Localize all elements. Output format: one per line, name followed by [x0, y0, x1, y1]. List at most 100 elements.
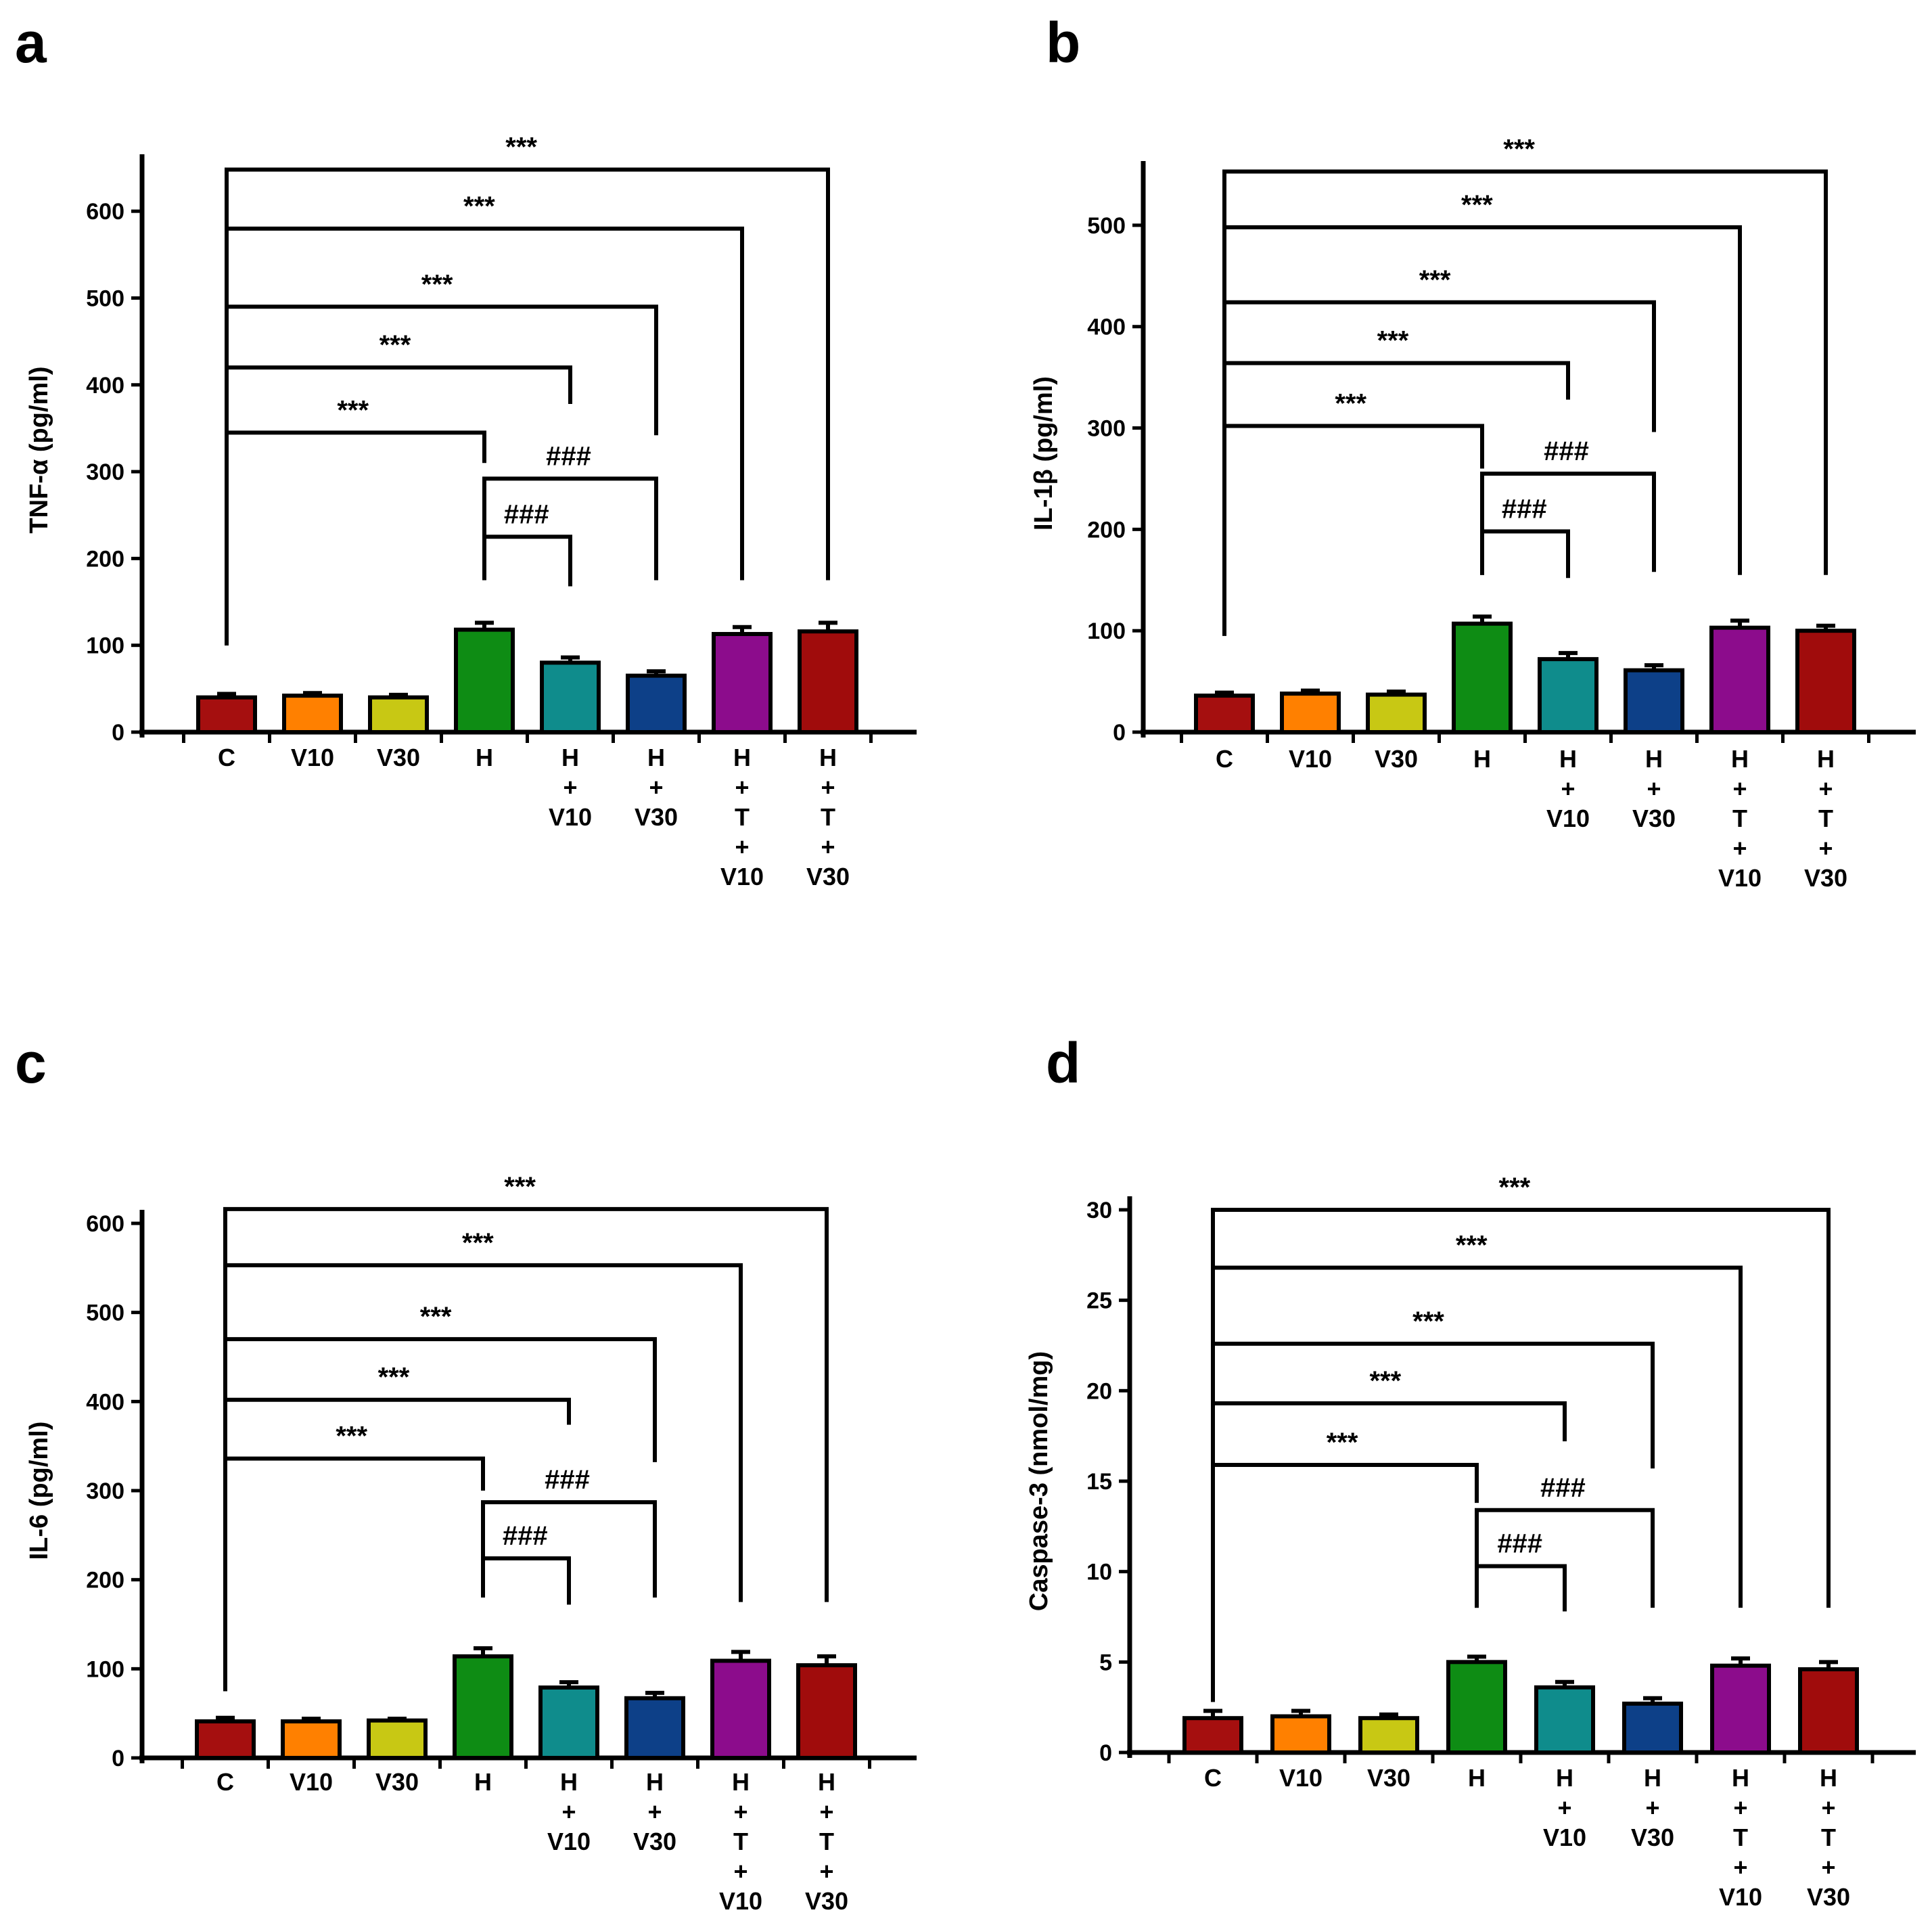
category-label-line: V30: [1375, 745, 1418, 773]
category-label: V30: [377, 744, 420, 771]
significance-bracket: [225, 304, 658, 646]
panel-a: a 0 100 200 300 400 500 600 TNF-α (pg/ml) C V10 V3…: [15, 11, 917, 890]
y-tick-label: 500: [1087, 213, 1126, 239]
bar-H-T-V30: [1795, 629, 1856, 734]
bar-H-T-V10: [1710, 1663, 1771, 1755]
category-label-line: +: [819, 1798, 833, 1826]
category-label: C: [1216, 745, 1233, 773]
bar-V10: [281, 1719, 342, 1760]
bar-H-T-V10: [710, 1658, 771, 1761]
significance-label: ***: [505, 133, 537, 162]
category-label-line: V10: [291, 744, 334, 771]
significance-bracket: [1222, 169, 1828, 636]
category-label-line: V30: [1367, 1764, 1410, 1792]
category-label: H + V10: [549, 744, 592, 831]
category-label-line: H: [818, 1768, 835, 1796]
y-tick-label: 300: [1087, 416, 1126, 442]
category-label-line: V30: [377, 744, 420, 771]
category-label: H + T + V30: [806, 744, 850, 890]
significance-bracket: [223, 1456, 485, 1692]
category-label-line: V30: [1804, 864, 1847, 892]
significance-bracket: [1480, 471, 1656, 575]
y-axis-label: TNF-α (pg/ml): [25, 366, 53, 533]
category-label: H + V10: [1546, 745, 1590, 832]
category-label-line: V10: [1279, 1764, 1322, 1792]
category-label-line: H: [1556, 1764, 1573, 1792]
category-label-line: T: [735, 803, 750, 831]
significance-bracket: [225, 430, 486, 646]
y-tick-label: 600: [86, 199, 124, 225]
category-label: H + T + V10: [720, 744, 764, 890]
category-label-line: +: [1732, 834, 1747, 862]
category-label-line: T: [1821, 1824, 1836, 1851]
category-label-line: H: [1731, 745, 1749, 773]
significance-label: ***: [380, 330, 411, 360]
y-tick-label: 5: [1099, 1650, 1112, 1675]
category-label-line: +: [819, 1857, 833, 1885]
category-label-line: +: [1821, 1853, 1835, 1881]
category-label-line: V30: [806, 863, 850, 890]
category-label-line: +: [733, 1798, 748, 1826]
y-tick-label: 400: [86, 1389, 124, 1415]
bar-H-V10: [1538, 657, 1598, 735]
category-label-line: C: [216, 1768, 234, 1796]
y-tick-label: 100: [1087, 618, 1126, 644]
bar-H-V10: [1534, 1685, 1595, 1755]
bar-H-V30: [624, 1696, 685, 1761]
significance-label: ***: [1461, 190, 1493, 220]
bar-H-T-V10: [712, 632, 773, 735]
bar-H: [1452, 621, 1513, 734]
category-label-line: H: [474, 1768, 492, 1796]
bar-H-T-V30: [1798, 1667, 1859, 1755]
category-label-line: +: [1818, 775, 1833, 802]
significance-label: ***: [378, 1363, 410, 1393]
significance-bracket: [1475, 1508, 1655, 1608]
category-label-line: T: [819, 1828, 834, 1855]
significance-label: ***: [1503, 135, 1535, 164]
category-label-line: H: [1468, 1764, 1486, 1792]
category-label-line: +: [1647, 775, 1661, 802]
y-axis-label: Caspase-3 (nmol/mg): [1025, 1351, 1053, 1611]
significance-label: ***: [462, 1228, 494, 1258]
category-label-line: +: [733, 1857, 748, 1885]
significance-bracket: [1211, 1462, 1479, 1702]
category-label-line: V30: [1807, 1883, 1850, 1911]
y-tick-label: 10: [1086, 1560, 1112, 1585]
category-label-line: H: [1473, 745, 1491, 773]
bar-V10: [282, 694, 343, 734]
category-label: H + T + V10: [1718, 745, 1762, 892]
significance-label: ***: [1327, 1428, 1358, 1457]
significance-label: ###: [546, 441, 591, 471]
category-label-line: V10: [1546, 805, 1590, 832]
category-label-line: +: [649, 773, 663, 801]
category-label: C: [1204, 1764, 1222, 1792]
category-label: V30: [375, 1768, 419, 1796]
y-tick-label: 300: [86, 459, 124, 485]
category-label: H: [1473, 745, 1491, 773]
category-label-line: V10: [1289, 745, 1332, 773]
y-tick-label: 100: [86, 1656, 124, 1682]
category-label-line: H: [1732, 1764, 1749, 1792]
y-tick-label: 15: [1086, 1469, 1112, 1495]
panel-letter: c: [15, 1031, 47, 1095]
significance-bracket: [1211, 1208, 1831, 1702]
category-label: V10: [1289, 745, 1332, 773]
category-label-line: +: [561, 1798, 576, 1826]
significance-bracket: [1211, 1341, 1655, 1702]
significance-bracket: [223, 1337, 657, 1692]
significance-bracket: [481, 1556, 571, 1605]
category-label: H: [1468, 1764, 1486, 1792]
significance-label: ###: [545, 1465, 590, 1495]
category-label-line: +: [1645, 1794, 1659, 1822]
significance-label: ***: [337, 395, 369, 425]
significance-label: ***: [1377, 326, 1409, 356]
bar-H-T-V10: [1709, 625, 1770, 734]
category-label: V10: [1279, 1764, 1322, 1792]
category-label-line: C: [1216, 745, 1233, 773]
category-label: H + V10: [547, 1768, 591, 1855]
bar-H-V10: [538, 1685, 599, 1761]
category-label-line: T: [821, 803, 835, 831]
category-label: H + V10: [1543, 1764, 1586, 1851]
